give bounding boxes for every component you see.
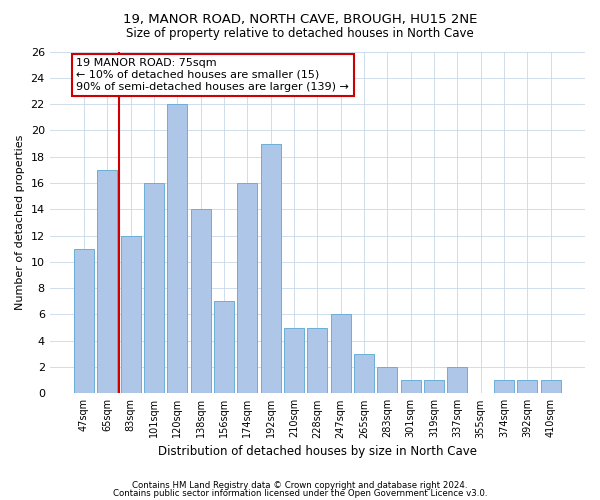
Bar xyxy=(331,314,350,394)
Text: 19, MANOR ROAD, NORTH CAVE, BROUGH, HU15 2NE: 19, MANOR ROAD, NORTH CAVE, BROUGH, HU15… xyxy=(123,12,477,26)
Text: 19 MANOR ROAD: 75sqm
← 10% of detached houses are smaller (15)
90% of semi-detac: 19 MANOR ROAD: 75sqm ← 10% of detached h… xyxy=(76,58,349,92)
Bar xyxy=(307,328,327,394)
Bar xyxy=(424,380,444,394)
Text: Contains public sector information licensed under the Open Government Licence v3: Contains public sector information licen… xyxy=(113,488,487,498)
Bar xyxy=(144,183,164,394)
Bar xyxy=(97,170,117,394)
Bar xyxy=(284,328,304,394)
Bar xyxy=(517,380,538,394)
Bar xyxy=(167,104,187,394)
Bar xyxy=(74,248,94,394)
Bar xyxy=(541,380,560,394)
Bar xyxy=(191,210,211,394)
Bar xyxy=(214,302,234,394)
Bar xyxy=(448,367,467,394)
Y-axis label: Number of detached properties: Number of detached properties xyxy=(15,134,25,310)
Bar xyxy=(494,380,514,394)
Bar xyxy=(354,354,374,394)
Bar xyxy=(377,367,397,394)
X-axis label: Distribution of detached houses by size in North Cave: Distribution of detached houses by size … xyxy=(158,444,477,458)
Bar xyxy=(401,380,421,394)
Bar xyxy=(121,236,140,394)
Bar xyxy=(261,144,281,394)
Text: Size of property relative to detached houses in North Cave: Size of property relative to detached ho… xyxy=(126,28,474,40)
Bar xyxy=(238,183,257,394)
Text: Contains HM Land Registry data © Crown copyright and database right 2024.: Contains HM Land Registry data © Crown c… xyxy=(132,481,468,490)
